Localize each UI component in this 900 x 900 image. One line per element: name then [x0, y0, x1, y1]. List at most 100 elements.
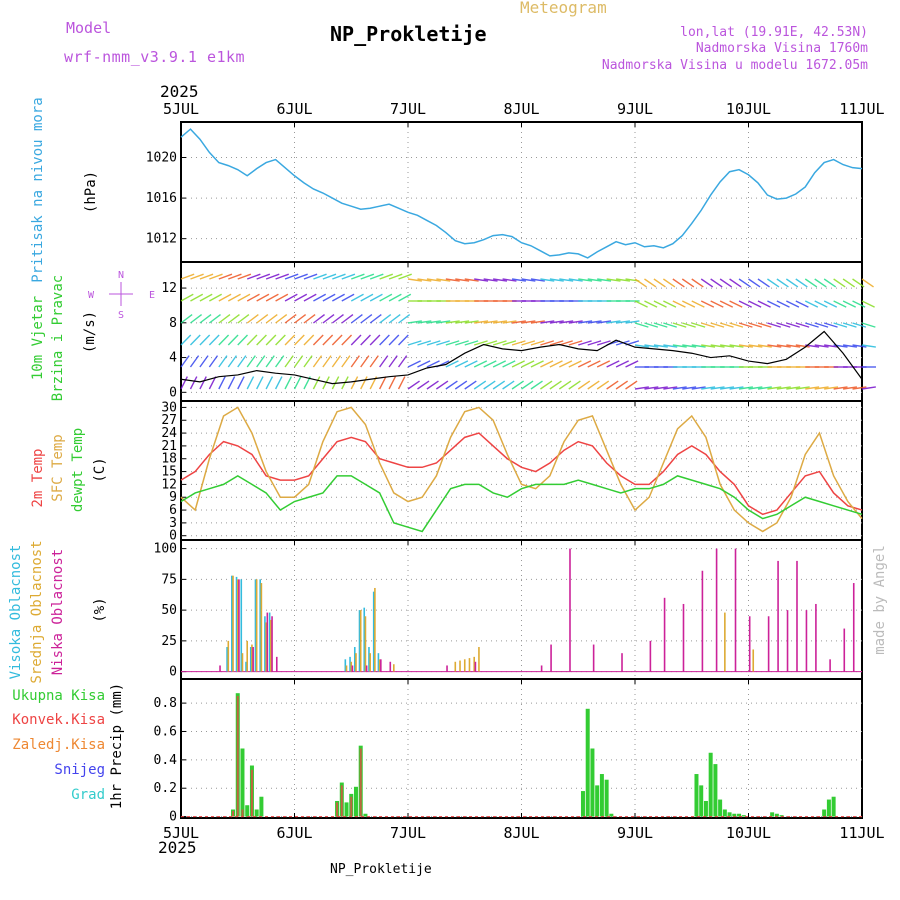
wind-arrow: [227, 334, 239, 346]
mid-cloud-bar: [393, 664, 395, 672]
wind-arrow: [738, 300, 752, 308]
precip-conv-bar: [340, 785, 343, 817]
precip-total-bar: [590, 748, 595, 817]
wind-arrow: [568, 360, 582, 368]
y-tick-label: 0.8: [154, 696, 177, 711]
wind-arrow: [350, 334, 362, 346]
wind-arrow: [511, 380, 524, 390]
low-cloud-bar: [843, 628, 846, 672]
wind-arrow: [256, 313, 269, 324]
wind-arrow: [397, 355, 408, 368]
wind-arrow: [473, 360, 488, 368]
wind-arrow: [748, 322, 763, 328]
wind-arrow: [767, 344, 782, 348]
precip-total-bar: [259, 796, 264, 817]
wind-arrow: [237, 313, 250, 324]
wind-arrow: [634, 300, 648, 308]
wind-arrow: [577, 380, 591, 390]
precip-total-bar: [727, 812, 732, 817]
wind-arrow: [597, 320, 612, 324]
wind-arrow: [502, 320, 517, 324]
wind-arrow: [757, 278, 770, 288]
time-tick-label-top: 6JUL: [276, 100, 312, 118]
wind-arrow: [237, 334, 249, 346]
wind-arrow: [540, 360, 554, 368]
wind-arrow: [833, 300, 847, 308]
wind-arrow: [313, 273, 327, 280]
wind-arrow: [341, 293, 355, 302]
wind-arrow: [455, 278, 470, 282]
precip-conv-bar: [350, 796, 353, 817]
low-cloud-bar: [592, 644, 595, 672]
wind-arrow: [294, 293, 308, 302]
wind-arrow: [681, 278, 695, 288]
precip-legend-conv: Konvek.Kisa: [12, 712, 105, 728]
wind-arrow: [653, 300, 667, 308]
wind-arrow: [729, 278, 742, 288]
wind-arrow: [493, 278, 508, 282]
wind-arrow: [199, 334, 211, 346]
wind-arrow: [719, 300, 734, 308]
precip-total-bar: [741, 815, 746, 817]
precip-conv-bar: [359, 748, 362, 817]
wind-arrow: [379, 273, 394, 280]
wind-arrow: [454, 360, 469, 368]
low-cloud-bar: [266, 612, 269, 672]
wind-arrow: [842, 278, 856, 288]
wind-arrow: [701, 386, 716, 390]
wind-arrow: [823, 322, 838, 328]
y-tick-label: 4: [169, 351, 177, 366]
low-cloud-bar: [796, 560, 798, 672]
wind-arrow: [672, 322, 687, 328]
precip-total-bar: [703, 800, 708, 817]
mid-cloud-bar: [478, 647, 480, 672]
low-cloud-bar: [777, 560, 779, 672]
wind-arrow: [313, 293, 327, 302]
precip-conv-bar: [336, 802, 339, 817]
wind-arrow: [379, 376, 387, 390]
wind-arrow: [502, 278, 517, 282]
high-cloud-bar: [264, 616, 266, 672]
wind-arrow: [426, 360, 440, 368]
wind-arrow: [284, 376, 293, 390]
wind-arrow: [483, 380, 496, 390]
mid-cloud-bar: [752, 649, 755, 672]
wind-arrow: [483, 320, 498, 324]
wind-arrow: [540, 278, 555, 282]
sfc-temp-line: [180, 406, 863, 533]
wind-arrow: [653, 322, 668, 328]
wind-arrow: [180, 334, 192, 346]
wind-arrow: [596, 340, 611, 346]
wind-arrow: [312, 376, 321, 390]
dewpoint-line: [180, 474, 863, 533]
wind-arrow: [767, 278, 780, 288]
low-cloud-bar: [786, 610, 789, 672]
time-tick-label-bottom: 8JUL: [503, 824, 539, 842]
wind-arrow: [530, 278, 545, 282]
lonlat-label: lon,lat (19.91E, 42.53N): [680, 25, 868, 40]
low-cloud-bar: [275, 656, 278, 672]
wind-arrow: [492, 380, 506, 390]
high-cloud-bar: [377, 653, 380, 672]
mid-cloud-bar: [241, 653, 244, 672]
y-tick-label: 100: [154, 542, 177, 557]
wind-arrow: [190, 293, 204, 302]
temp-unit: (C): [92, 457, 108, 482]
wind-arrow: [180, 273, 195, 280]
y-tick-label: 15: [161, 465, 177, 480]
wind-arrow: [634, 278, 647, 288]
wind-arrow: [748, 344, 763, 348]
wind-arrow: [805, 386, 820, 390]
wind-arrow: [805, 322, 819, 328]
wind-arrow: [795, 278, 808, 288]
wind-arrow: [199, 355, 209, 368]
wind-arrow: [417, 278, 432, 282]
wind-arrow: [833, 278, 846, 288]
wind-arrow: [729, 344, 744, 348]
wind-arrow: [331, 355, 342, 368]
wind-arrow: [369, 313, 382, 324]
wind-arrow: [710, 300, 724, 308]
wind-arrow: [719, 322, 734, 328]
wind-arrow: [293, 334, 305, 346]
wind-arrow: [218, 293, 232, 302]
